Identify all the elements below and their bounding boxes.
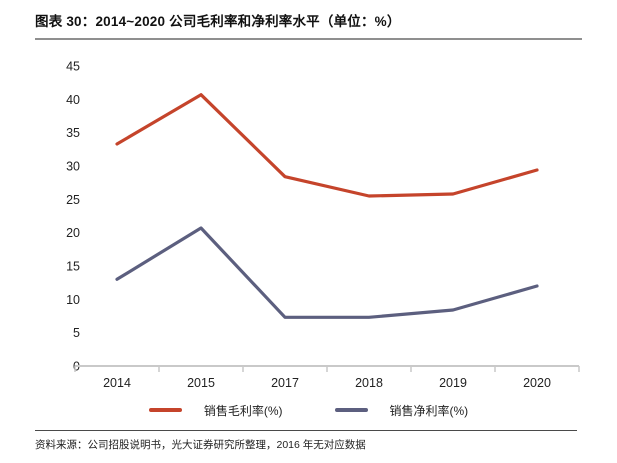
y-axis-tick-label: 15	[66, 260, 80, 274]
y-axis-tick-label: 25	[66, 193, 80, 207]
legend-line-marker	[334, 408, 368, 412]
x-axis-tick-label: 2020	[523, 376, 551, 390]
legend-item: 销售净利率(%)	[334, 402, 469, 419]
y-axis-tick-label: 35	[66, 126, 80, 140]
y-axis-tick-label: 5	[73, 326, 80, 340]
x-axis-tick-label: 2015	[187, 376, 215, 390]
chart-legend: 销售毛利率(%) 销售净利率(%)	[0, 399, 617, 421]
y-axis-tick-label: 30	[66, 160, 80, 174]
x-axis-tick-label: 2018	[355, 376, 383, 390]
series-line-销售净利率(%)	[115, 226, 539, 319]
source-note: 资料来源：公司招股说明书，光大证券研究所整理，2016 年无对应数据	[35, 430, 577, 452]
x-axis-tick-label: 2019	[439, 376, 467, 390]
chart-canvas: 0510152025303540452014201520172018201920…	[66, 60, 580, 390]
y-axis-tick-label: 45	[66, 60, 80, 74]
y-axis-tick-label: 20	[66, 226, 80, 240]
legend-item: 销售毛利率(%)	[148, 402, 283, 419]
x-axis-tick-label: 2017	[271, 376, 299, 390]
y-axis-tick-label: 40	[66, 93, 80, 107]
figure-title: 图表 30：2014~2020 公司毛利率和净利率水平（单位：%）	[35, 10, 582, 40]
x-axis-tick-label: 2014	[103, 376, 131, 390]
series-line-销售毛利率(%)	[115, 93, 539, 198]
y-axis-tick-label: 10	[66, 293, 80, 307]
legend-label: 销售净利率(%)	[389, 403, 469, 418]
legend-line-marker	[148, 408, 182, 412]
line-chart: 0510152025303540452014201520172018201920…	[0, 45, 617, 395]
legend-label: 销售毛利率(%)	[203, 403, 283, 418]
